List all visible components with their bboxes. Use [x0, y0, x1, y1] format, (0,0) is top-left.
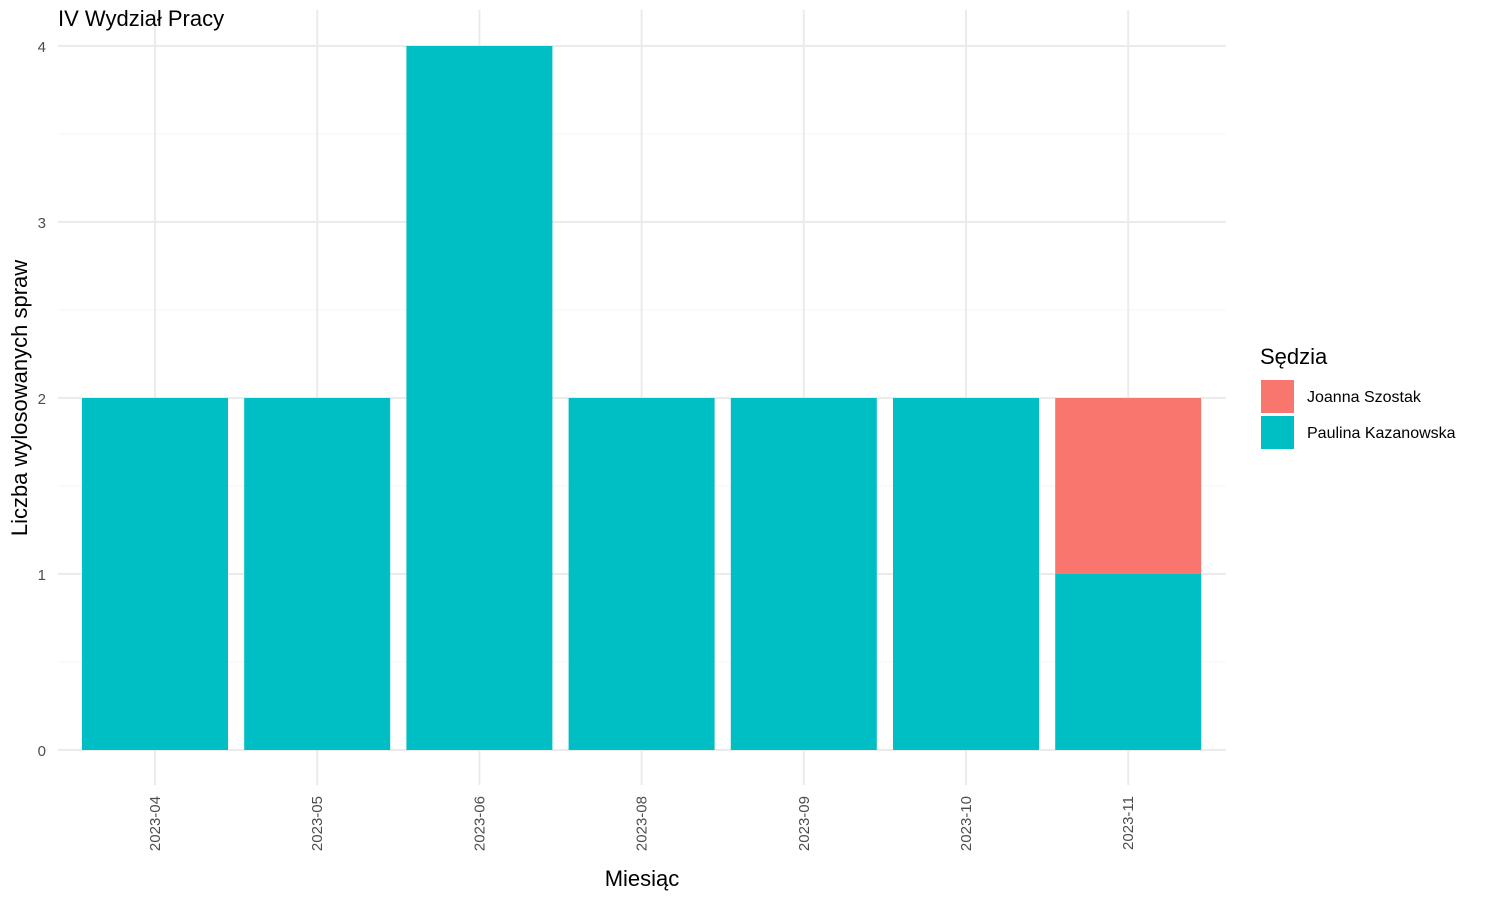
bar-2023-05-paulina-kazanowska: [244, 398, 391, 750]
bar-2023-09-paulina-kazanowska: [730, 398, 877, 750]
chart-title: IV Wydział Pracy: [58, 6, 224, 31]
legend-items: Joanna Szostak Paulina Kazanowska: [1261, 380, 1456, 449]
x-tick-label: 2023-11: [1120, 796, 1137, 850]
y-tick-label: 4: [38, 39, 46, 56]
legend-swatch-joanna-szostak: [1261, 380, 1294, 413]
x-tick-label: 2023-05: [309, 796, 326, 851]
x-tick-labels: 2023-04 2023-05 2023-06 2023-08 2023-09 2023-…: [147, 796, 1137, 851]
legend-title: Sędzia: [1260, 344, 1328, 369]
x-tick-label: 2023-08: [634, 796, 651, 851]
bars: [82, 46, 1202, 750]
bar-2023-11-joanna-szostak: [1055, 398, 1202, 574]
bar-2023-04-paulina-kazanowska: [82, 398, 228, 750]
y-axis-title: Liczba wylosowanych spraw: [7, 260, 32, 536]
bar-2023-10-paulina-kazanowska: [893, 398, 1039, 750]
y-tick-label: 1: [38, 567, 46, 584]
legend-label-paulina-kazanowska: Paulina Kazanowska: [1307, 425, 1456, 442]
y-tick-labels: 0 1 2 3 4: [38, 39, 46, 760]
x-tick-label: 2023-06: [471, 796, 488, 851]
bar-2023-11-paulina-kazanowska: [1055, 574, 1202, 750]
legend-swatch-paulina-kazanowska: [1261, 416, 1294, 449]
legend: Sędzia Joanna Szostak Paulina Kazanowska: [1260, 344, 1456, 449]
x-tick-label: 2023-09: [796, 796, 813, 851]
x-axis-title: Miesiąc: [605, 866, 680, 891]
x-tick-label: 2023-10: [958, 796, 975, 851]
bar-2023-08-paulina-kazanowska: [568, 398, 715, 750]
y-tick-label: 0: [38, 743, 46, 760]
y-tick-label: 3: [38, 215, 46, 232]
x-tick-label: 2023-04: [147, 796, 164, 851]
bar-2023-06-paulina-kazanowska: [406, 46, 553, 750]
y-tick-label: 2: [38, 391, 46, 408]
legend-label-joanna-szostak: Joanna Szostak: [1307, 389, 1422, 406]
